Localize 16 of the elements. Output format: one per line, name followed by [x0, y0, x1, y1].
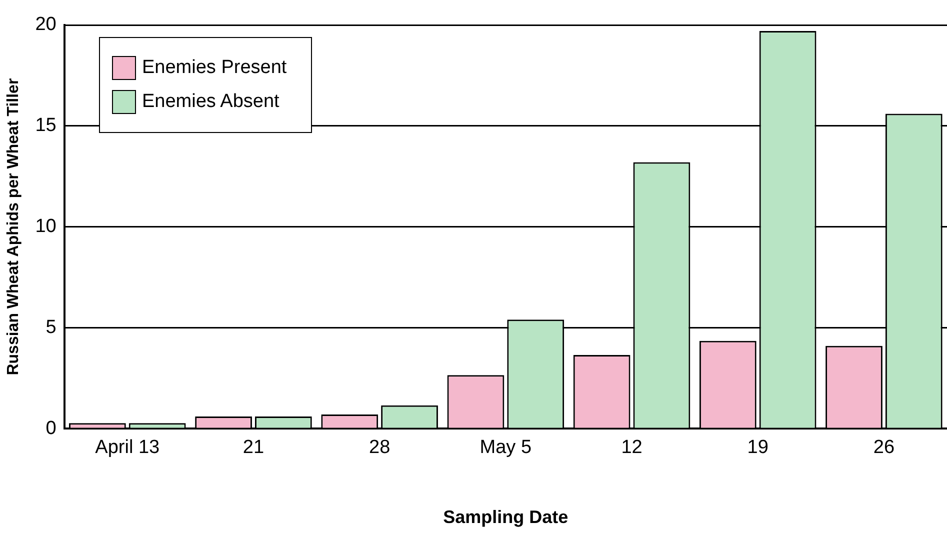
y-tick-label: 10 — [35, 216, 56, 238]
x-tick-label: April 13 — [95, 437, 160, 458]
x-tick-label: May 5 — [480, 437, 532, 458]
legend-label: Enemies Present — [142, 57, 287, 79]
x-tick-label: 19 — [747, 437, 768, 458]
y-tick-label: 20 — [35, 14, 56, 36]
x-axis-title: Sampling Date — [443, 507, 568, 528]
x-tick-label: 21 — [242, 437, 264, 458]
legend-label: Enemies Absent — [142, 91, 280, 113]
x-tick-label: 28 — [369, 437, 390, 458]
y-tick-label: 5 — [46, 316, 56, 338]
y-axis-title: Russian Wheat Aphids per Wheat Tiller — [5, 78, 22, 376]
y-tick-label: 0 — [46, 418, 56, 439]
x-tick-label: 26 — [873, 437, 895, 458]
y-tick-label: 15 — [35, 115, 56, 136]
x-tick-label: 12 — [621, 437, 642, 458]
